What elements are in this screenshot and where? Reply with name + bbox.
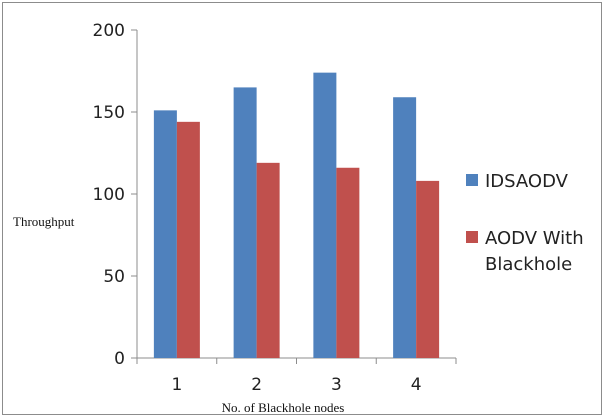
y-axis-title: Throughput	[13, 214, 75, 229]
legend: IDSAODV AODV With Blackhole	[466, 171, 584, 275]
legend-swatch	[466, 174, 478, 186]
legend-swatch	[466, 231, 478, 243]
y-tick-label: 200	[93, 21, 125, 41]
y-tick-label: 50	[103, 267, 125, 287]
bar-aodv-blackhole-4	[416, 180, 440, 358]
y-axis: 0 50 100 150 200	[93, 21, 138, 369]
bar-idsaodv-2	[233, 87, 257, 359]
x-tick-label: 3	[331, 375, 342, 395]
x-tick-label: 4	[411, 375, 422, 395]
x-axis: 1 2 3 4	[136, 357, 457, 395]
bar-aodv-blackhole-1	[176, 121, 200, 358]
bar-idsaodv-4	[393, 97, 417, 359]
bar-idsaodv-3	[313, 72, 337, 358]
x-tick-label: 2	[251, 375, 262, 395]
y-tick-label: 100	[93, 185, 125, 205]
y-tick-label: 0	[114, 349, 125, 369]
chart-frame	[2, 2, 602, 415]
bars	[153, 72, 440, 359]
bar-aodv-blackhole-2	[256, 162, 280, 358]
bar-aodv-blackhole-3	[336, 167, 360, 358]
legend-label: IDSAODV	[485, 171, 569, 192]
y-tick-label: 150	[93, 103, 125, 123]
bar-idsaodv-1	[153, 110, 177, 358]
legend-label: AODV With Blackhole	[485, 228, 584, 275]
x-tick-label: 1	[171, 375, 182, 395]
x-axis-title: No. of Blackhole nodes	[222, 400, 345, 415]
